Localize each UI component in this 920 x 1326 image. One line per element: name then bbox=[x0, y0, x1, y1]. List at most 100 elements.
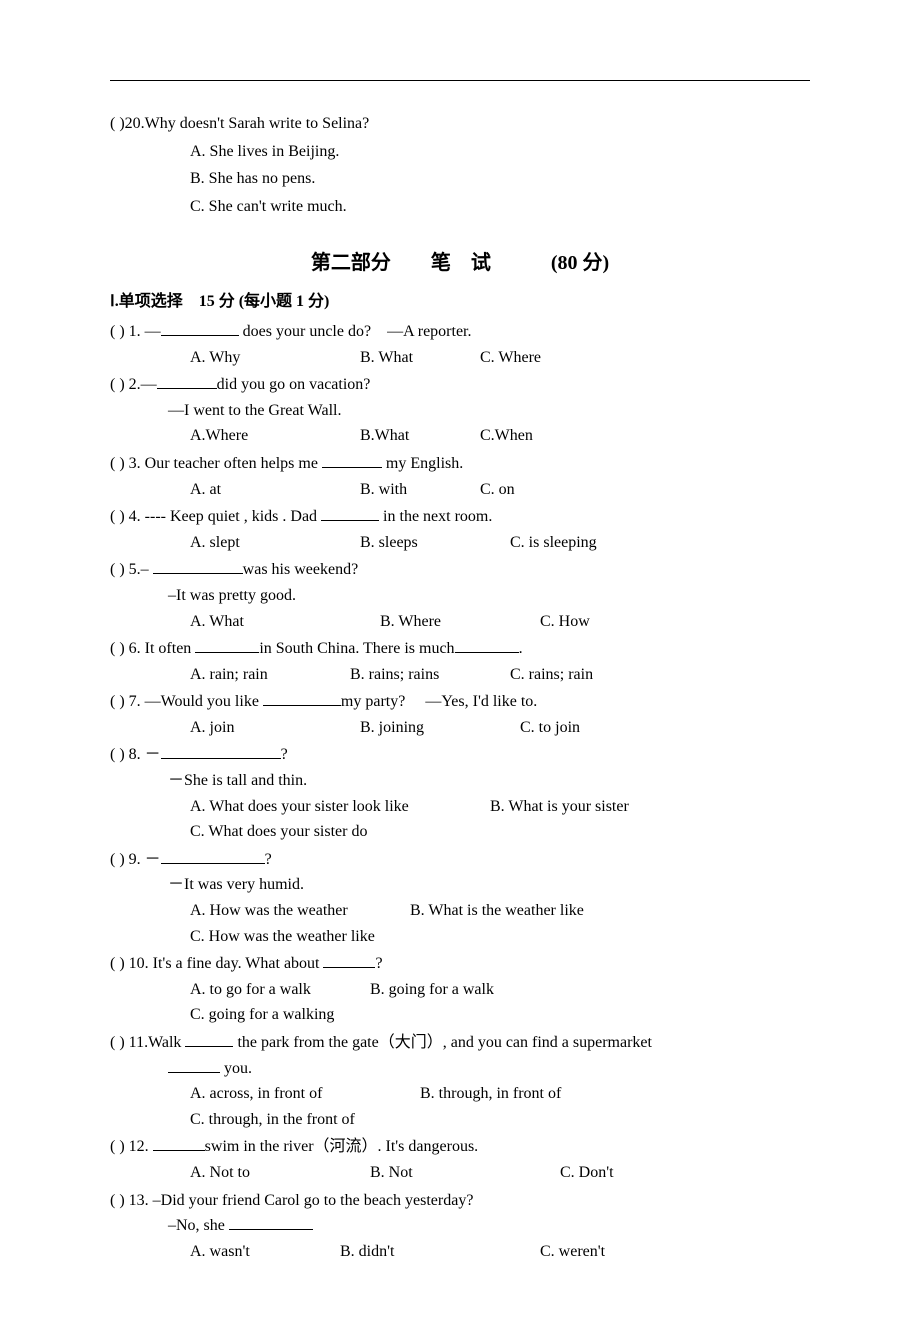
mcq-option: C. Where bbox=[480, 345, 580, 371]
mcq-option: A. wasn't bbox=[190, 1239, 340, 1265]
mcq-1: ( ) 1. — does your uncle do? —A reporter… bbox=[110, 319, 810, 370]
mcq-option: A.Where bbox=[190, 423, 360, 449]
mcq-options-line: A. rain; rainB. rains; rainsC. rains; ra… bbox=[110, 662, 810, 688]
top-rule bbox=[110, 80, 810, 81]
mcq-options-line: A. to go for a walkB. going for a walk bbox=[110, 977, 810, 1003]
mcq-option: C. is sleeping bbox=[510, 530, 630, 556]
mcq-option: B. Not bbox=[370, 1160, 560, 1186]
mcq-options-line: A.WhereB.WhatC.When bbox=[110, 423, 810, 449]
mcq-stem: ( ) 12. swim in the river（河流）. It's dang… bbox=[110, 1134, 810, 1160]
mcq-2: ( ) 2.—did you go on vacation?—I went to… bbox=[110, 372, 810, 449]
mcq-options-line: A. atB. withC. on bbox=[110, 477, 810, 503]
mcq-option: C. How bbox=[540, 609, 640, 635]
mcq-stem: ( ) 1. — does your uncle do? —A reporter… bbox=[110, 319, 810, 345]
mcq-option: C. weren't bbox=[540, 1239, 640, 1265]
mcq-option: A. rain; rain bbox=[190, 662, 350, 688]
mcq-4: ( ) 4. ---- Keep quiet , kids . Dad in t… bbox=[110, 504, 810, 555]
blank bbox=[455, 636, 519, 653]
mcq-options-line: A. across, in front ofB. through, in fro… bbox=[110, 1081, 810, 1107]
mcq-container: ( ) 1. — does your uncle do? —A reporter… bbox=[110, 319, 810, 1264]
mcq-option: B. What bbox=[360, 345, 480, 371]
blank bbox=[185, 1030, 233, 1047]
blank bbox=[157, 372, 217, 389]
mcq-option: C. rains; rain bbox=[510, 662, 630, 688]
mcq-option: B. joining bbox=[360, 715, 520, 741]
q20-opt-a: A. She lives in Beijing. bbox=[110, 139, 810, 165]
mcq-stem: ( ) 11.Walk the park from the gate（大门）, … bbox=[110, 1030, 810, 1056]
page: ( )20.Why doesn't Sarah write to Selina?… bbox=[0, 0, 920, 1326]
blank bbox=[321, 504, 379, 521]
mcq-12: ( ) 12. swim in the river（河流）. It's dang… bbox=[110, 1134, 810, 1185]
mcq-stem: ( ) 8. －? bbox=[110, 742, 810, 768]
mcq-option: A. at bbox=[190, 477, 360, 503]
mcq-10: ( ) 10. It's a fine day. What about ?A. … bbox=[110, 951, 810, 1028]
mcq-options-line: C. through, in the front of bbox=[110, 1107, 810, 1133]
mcq-option: A. What bbox=[190, 609, 380, 635]
mcq-option: C. through, in the front of bbox=[190, 1107, 490, 1133]
mcq-option: B. sleeps bbox=[360, 530, 510, 556]
mcq-5: ( ) 5.– was his weekend?–It was pretty g… bbox=[110, 557, 810, 634]
blank bbox=[161, 319, 239, 336]
mcq-subline: –No, she bbox=[110, 1213, 810, 1239]
mcq-option: B. What is your sister bbox=[490, 794, 690, 820]
mcq-option: B. didn't bbox=[340, 1239, 540, 1265]
mcq-13: ( ) 13. –Did your friend Carol go to the… bbox=[110, 1188, 810, 1265]
blank bbox=[323, 951, 375, 968]
blank bbox=[195, 636, 259, 653]
mcq-stem: ( ) 2.—did you go on vacation? bbox=[110, 372, 810, 398]
mcq-option: A. How was the weather bbox=[190, 898, 410, 924]
mcq-options-line: A. joinB. joiningC. to join bbox=[110, 715, 810, 741]
mcq-option: C.When bbox=[480, 423, 580, 449]
q20-opt-b: B. She has no pens. bbox=[110, 166, 810, 192]
mcq-8: ( ) 8. －?－She is tall and thin.A. What d… bbox=[110, 742, 810, 844]
mcq-option: A. across, in front of bbox=[190, 1081, 420, 1107]
mcq-options-line: A. WhyB. WhatC. Where bbox=[110, 345, 810, 371]
mcq-stem: ( ) 10. It's a fine day. What about ? bbox=[110, 951, 810, 977]
mcq-option: B.What bbox=[360, 423, 480, 449]
mcq-stem: ( ) 3. Our teacher often helps me my Eng… bbox=[110, 451, 810, 477]
section-title: 第二部分 笔 试 (80 分) bbox=[110, 247, 810, 279]
mcq-options-line: A. How was the weatherB. What is the wea… bbox=[110, 898, 810, 924]
mcq-option: A. Not to bbox=[190, 1160, 370, 1186]
mcq-options-line: C. going for a walking bbox=[110, 1002, 810, 1028]
mcq-subline: —I went to the Great Wall. bbox=[110, 398, 810, 424]
mcq-option: C. to join bbox=[520, 715, 620, 741]
mcq-option: A. join bbox=[190, 715, 360, 741]
mcq-option: C. going for a walking bbox=[190, 1002, 490, 1028]
mcq-11: ( ) 11.Walk the park from the gate（大门）, … bbox=[110, 1030, 810, 1132]
mcq-subline: –It was pretty good. bbox=[110, 583, 810, 609]
mcq-options-line: A. sleptB. sleepsC. is sleeping bbox=[110, 530, 810, 556]
mcq-option: C. on bbox=[480, 477, 580, 503]
mcq-option: B. What is the weather like bbox=[410, 898, 660, 924]
mcq-stem: ( ) 13. –Did your friend Carol go to the… bbox=[110, 1188, 810, 1214]
mcq-option: C. What does your sister do bbox=[190, 819, 490, 845]
mcq-7: ( ) 7. —Would you like my party? —Yes, I… bbox=[110, 689, 810, 740]
mcq-subline: －She is tall and thin. bbox=[110, 768, 810, 794]
mcq-stem: ( ) 6. It often in South China. There is… bbox=[110, 636, 810, 662]
mcq-6: ( ) 6. It often in South China. There is… bbox=[110, 636, 810, 687]
sub-title: Ⅰ.单项选择 15 分 (每小题 1 分) bbox=[110, 289, 810, 315]
q20-text: Why doesn't Sarah write to Selina? bbox=[145, 115, 370, 132]
mcq-9: ( ) 9. －?－It was very humid.A. How was t… bbox=[110, 847, 810, 949]
mcq-option: A. to go for a walk bbox=[190, 977, 370, 1003]
mcq-stem: ( ) 4. ---- Keep quiet , kids . Dad in t… bbox=[110, 504, 810, 530]
q20-num: 20. bbox=[125, 115, 145, 132]
mcq-options-line: A. Not toB. NotC. Don't bbox=[110, 1160, 810, 1186]
q20-prefix: ( ) bbox=[110, 115, 125, 132]
mcq-option: A. What does your sister look like bbox=[190, 794, 490, 820]
mcq-3: ( ) 3. Our teacher often helps me my Eng… bbox=[110, 451, 810, 502]
mcq-subline: you. bbox=[110, 1056, 810, 1082]
mcq-option: B. Where bbox=[380, 609, 540, 635]
mcq-stem: ( ) 9. －? bbox=[110, 847, 810, 873]
mcq-option: C. Don't bbox=[560, 1160, 660, 1186]
mcq-option: A. Why bbox=[190, 345, 360, 371]
blank bbox=[263, 689, 341, 706]
mcq-options-line: C. What does your sister do bbox=[110, 819, 810, 845]
mcq-stem: ( ) 7. —Would you like my party? —Yes, I… bbox=[110, 689, 810, 715]
q20-opt-c: C. She can't write much. bbox=[110, 194, 810, 220]
mcq-options-line: C. How was the weather like bbox=[110, 924, 810, 950]
blank bbox=[229, 1213, 313, 1230]
mcq-options-line: A. What does your sister look likeB. Wha… bbox=[110, 794, 810, 820]
mcq-stem: ( ) 5.– was his weekend? bbox=[110, 557, 810, 583]
blank bbox=[161, 742, 281, 759]
